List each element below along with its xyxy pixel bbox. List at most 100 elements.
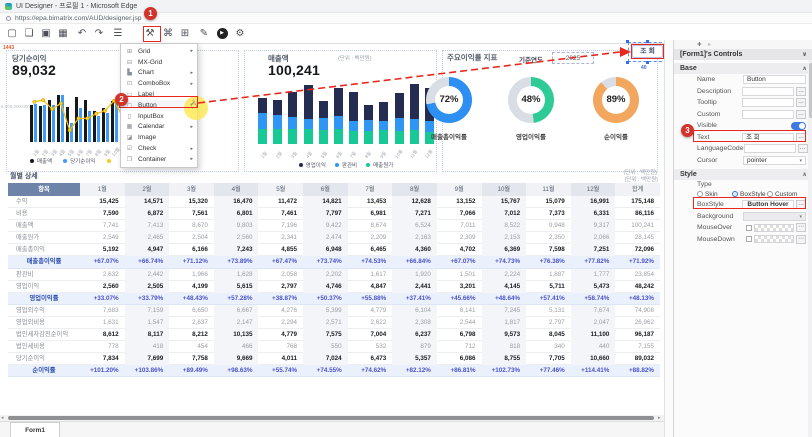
edit-icon[interactable]: ✎ <box>199 28 209 39</box>
bar-당기순이익 <box>52 104 55 142</box>
redo-icon[interactable]: ↷ <box>94 28 104 39</box>
ellipsis-button[interactable]: … <box>796 109 806 119</box>
save-all-icon[interactable]: ▦ <box>58 28 68 39</box>
menu-item-image[interactable]: ◪ Image <box>121 132 197 143</box>
seg-매출원가 <box>303 128 313 144</box>
seg-판관비 <box>288 117 298 129</box>
seg-영업이익 <box>258 97 267 113</box>
menu-item-calendar[interactable]: ▦ Calendar ▸ <box>121 122 197 133</box>
hierarchy-icon[interactable]: ⌘ <box>163 28 173 39</box>
ellipsis-button[interactable]: … <box>796 200 806 210</box>
table-cell: 550 <box>303 341 348 354</box>
menu-item-grid[interactable]: ⊞ Grid ▸ <box>121 46 197 57</box>
save-icon[interactable]: ▣ <box>41 28 51 39</box>
ellipsis-button[interactable]: … <box>796 98 806 108</box>
table-cell: 778 <box>108 343 119 351</box>
languagecode-input[interactable] <box>743 144 796 154</box>
properties-panel: ✚ » [Form1]'s Controls ∨ Base ∧ Name Button… <box>664 40 812 437</box>
menu-item-mx-grid[interactable]: ⊟ MX-Grid <box>121 57 197 68</box>
browser-address-bar[interactable]: https://epa.bimatrix.com/AUD/designer.js… <box>0 13 812 24</box>
cursor-select[interactable]: pointer ▾ <box>743 155 806 165</box>
horizontal-scrollbar[interactable]: ◂ ▸ <box>0 415 664 421</box>
ellipsis-button[interactable]: … <box>796 86 806 96</box>
ellipsis-button[interactable]: ⋯ <box>796 223 806 233</box>
radio-skin[interactable]: Skin <box>697 191 732 198</box>
table-cell: 6,524 <box>392 220 437 233</box>
seg-판관비 <box>349 121 359 131</box>
dock-collapse-icon[interactable]: » <box>707 41 711 48</box>
panel-scrollbar[interactable] <box>808 60 812 437</box>
panel-header[interactable]: [Form1]'s Controls ∨ <box>674 49 812 60</box>
seg-영업이익 <box>303 85 313 119</box>
bar-매출액 <box>39 106 42 142</box>
form-tab[interactable]: Form1 <box>10 422 60 437</box>
run-icon[interactable]: ▶ <box>214 26 230 42</box>
radio-boxstyle[interactable]: BoxStyle <box>732 191 767 198</box>
new-file-icon[interactable]: ▢ <box>7 28 17 39</box>
ellipsis-button[interactable]: … <box>797 144 808 154</box>
legend-dot <box>366 163 371 167</box>
scrollbar-thumb[interactable] <box>8 416 654 420</box>
mousedown-transparent-swatch[interactable] <box>754 235 794 244</box>
row-label: 영업이익 <box>16 282 40 290</box>
table-cell: 6,237 <box>392 329 437 342</box>
section-header-style[interactable]: Style ∧ <box>674 169 812 180</box>
menu-item-check[interactable]: ☑ Check ▸ <box>121 143 197 154</box>
legend-label: 당기순이익 <box>70 159 96 165</box>
scroll-right-icon[interactable]: ▸ <box>658 415 661 421</box>
bar-당기순이익 <box>115 99 118 142</box>
open-icon[interactable]: ❏ <box>24 28 34 39</box>
mousedown-checkbox[interactable] <box>746 236 752 243</box>
toolbox-icon[interactable]: ⚒ <box>145 28 155 39</box>
page-url: https://epa.bimatrix.com/AUD/designer.js… <box>15 14 142 22</box>
seg-판관비 <box>273 114 283 130</box>
radio-custom[interactable]: Custom <box>767 191 802 198</box>
tooltip-input[interactable] <box>742 98 794 108</box>
text-input[interactable]: 조 회 <box>742 132 794 142</box>
row-label: 매출총이익률 <box>26 258 62 266</box>
description-input[interactable] <box>742 86 794 96</box>
menu-item-container[interactable]: ❐ Container ▸ <box>121 154 197 165</box>
base-year-combobox[interactable]: 2025 <box>552 52 594 64</box>
menu-item-chart[interactable]: ▙ Chart ▸ <box>121 68 197 79</box>
menu-item-combobox[interactable]: ⊡ ComboBox ▸ <box>121 78 197 89</box>
field-control: … <box>742 109 806 119</box>
field-label: Text <box>697 133 710 141</box>
boxstyle-value[interactable]: Button Hover <box>742 200 794 210</box>
table-row: 매출총이익률 +67.07% +66.74% +71.12% +73.89% +67.47… <box>8 256 660 269</box>
name-input[interactable]: Button <box>743 75 806 85</box>
background-select[interactable]: ▾ <box>743 211 806 221</box>
custom-input[interactable] <box>742 109 794 119</box>
table-cell: 7,674 <box>570 304 616 317</box>
donut-label: 매출총이익률 <box>431 134 467 141</box>
section-header-base[interactable]: Base ∧ <box>674 63 812 74</box>
mouseover-transparent-swatch[interactable] <box>754 223 794 232</box>
monthly-detail-table[interactable]: 항목 1월 2월 3월 4월 5월 6월 7월 8월 9월 10월 11월 12월 합계 수익 15,425 1… <box>8 183 660 378</box>
ellipsis-button[interactable]: ⋯ <box>796 234 806 244</box>
menu-item-label[interactable]: ▭ Label <box>121 89 197 100</box>
dock-pin-icon[interactable]: ✚ <box>697 41 702 48</box>
seg-판관비 <box>424 120 434 132</box>
datasource-icon[interactable]: ☰ <box>113 28 123 39</box>
table-cell: 2,544 <box>459 318 476 326</box>
scroll-left-icon[interactable]: ◂ <box>1 415 4 421</box>
table-cell: 1,501 <box>459 270 476 278</box>
table-cell: 14,821 <box>303 196 348 209</box>
table-cell: 2,571 <box>303 316 348 330</box>
ellipsis-button[interactable]: … <box>796 132 806 142</box>
submenu-arrow-icon: ▸ <box>190 156 193 163</box>
stacked-bar-x-axis: 1월 2월 3월 4월 5월 6월 7월 8월 9월 10월 11월 12월 <box>256 147 436 161</box>
dataset-grid-icon[interactable]: ⊞ <box>180 28 190 39</box>
table-cell: 8,045 <box>549 331 565 339</box>
donut-순이익률: 89% <box>593 77 639 123</box>
panel-row-languagecode: LanguageCode… <box>674 143 812 155</box>
undo-icon[interactable]: ↶ <box>77 28 87 39</box>
search-button[interactable]: 조 회 <box>632 45 663 58</box>
bar-group <box>48 100 55 142</box>
table-cell: 5,131 <box>549 306 565 314</box>
table-header-row: 항목 1월 2월 3월 4월 5월 6월 7월 8월 9월 10월 11월 12월 합계 <box>8 183 660 196</box>
visible-toggle[interactable] <box>791 121 806 130</box>
settings-icon[interactable]: ⚙ <box>235 28 245 39</box>
mouseover-checkbox[interactable] <box>746 224 752 231</box>
button-size-hint: 40 <box>641 65 647 71</box>
